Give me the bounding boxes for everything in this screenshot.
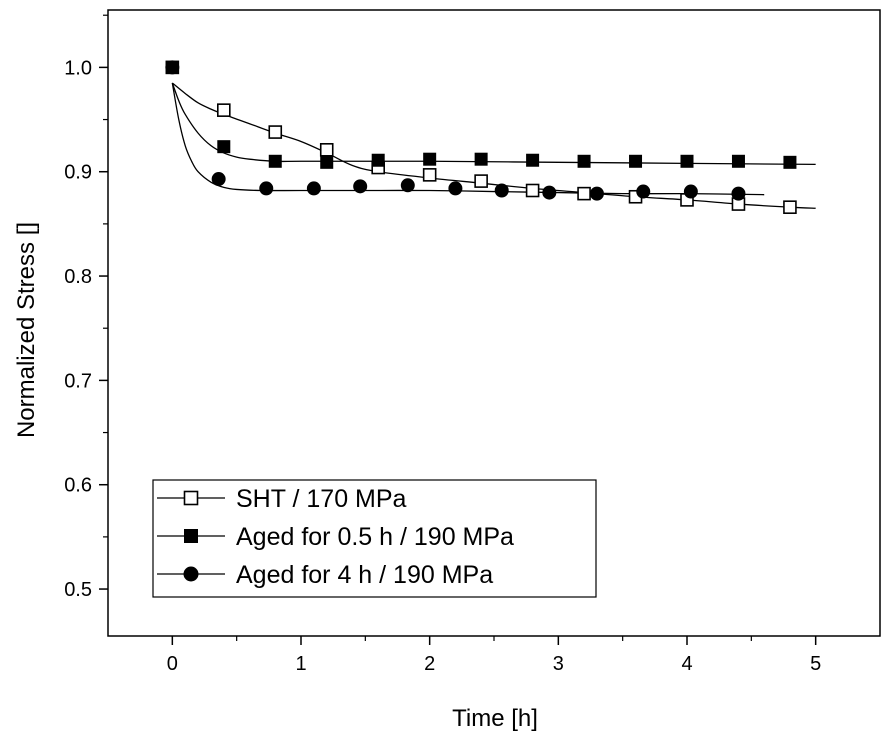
data-point-series-1 [525,183,540,198]
y-tick-label: 0.7 [64,370,92,392]
data-point-series-3 [400,178,415,193]
data-point-series-3 [542,185,557,200]
data-point-series-1 [217,103,231,117]
x-tick-label: 0 [167,653,178,675]
data-point-series-2 [320,155,334,169]
y-tick-label: 0.5 [64,579,92,601]
fit-line-series-2 [171,82,816,166]
data-point-series-1 [783,200,797,214]
data-point-series-2 [268,154,282,168]
legend-box [152,479,597,598]
legend-marker-series-1 [183,490,199,506]
data-point-series-3 [683,184,698,199]
x-tick-label: 1 [295,653,306,675]
data-point-series-3 [731,186,746,201]
data-point-series-3 [259,181,274,196]
data-point-series-1 [319,143,334,157]
legend-label-series-2: Aged for 0.5 h / 190 MPa [236,523,514,551]
data-point-series-2 [217,140,231,154]
x-tick-label: 4 [681,653,692,675]
y-tick-label: 0.8 [64,266,92,288]
data-point-series-2 [680,154,694,168]
fit-line-series-3 [171,82,765,196]
y-tick-label: 1.0 [64,57,92,79]
legend: SHT / 170 MPa Aged for 0.5 h / 190 MPa Age… [152,479,597,598]
data-point-series-3 [353,179,368,194]
y-tick-label: 0.6 [64,475,92,497]
data-point-series-3 [306,181,321,196]
data-point-series-2 [629,154,643,168]
y-axis-label: Normalized Stress [] [13,222,40,438]
data-point-series-2 [577,154,591,168]
data-point-series-2 [731,154,745,168]
data-point-series-2 [423,152,437,166]
legend-marker-series-2 [184,529,198,543]
data-point-series-3 [211,172,226,187]
data-point-series-1 [474,174,488,188]
data-point-series-1 [422,168,437,182]
data-point-series-2 [526,153,540,167]
legend-marker-series-3 [183,566,199,582]
x-tick-label: 2 [424,653,435,675]
data-point-series-3 [589,186,604,201]
legend-label-series-1: SHT / 170 MPa [236,485,407,513]
x-axis-label: Time [h] [452,705,538,732]
x-tick-label: 3 [553,653,564,675]
y-tick-label: 0.9 [64,162,92,184]
data-point-series-3 [165,60,180,75]
data-point-series-1 [577,186,591,201]
data-point-series-2 [783,155,797,169]
data-point-series-3 [494,183,509,198]
data-point-series-3 [636,184,651,199]
data-point-series-1 [268,125,283,139]
legend-label-series-3: Aged for 4 h / 190 MPa [236,561,493,589]
x-tick-label: 5 [810,653,821,675]
data-point-series-3 [448,181,463,196]
data-point-series-2 [474,152,488,166]
data-point-series-2 [371,153,385,167]
